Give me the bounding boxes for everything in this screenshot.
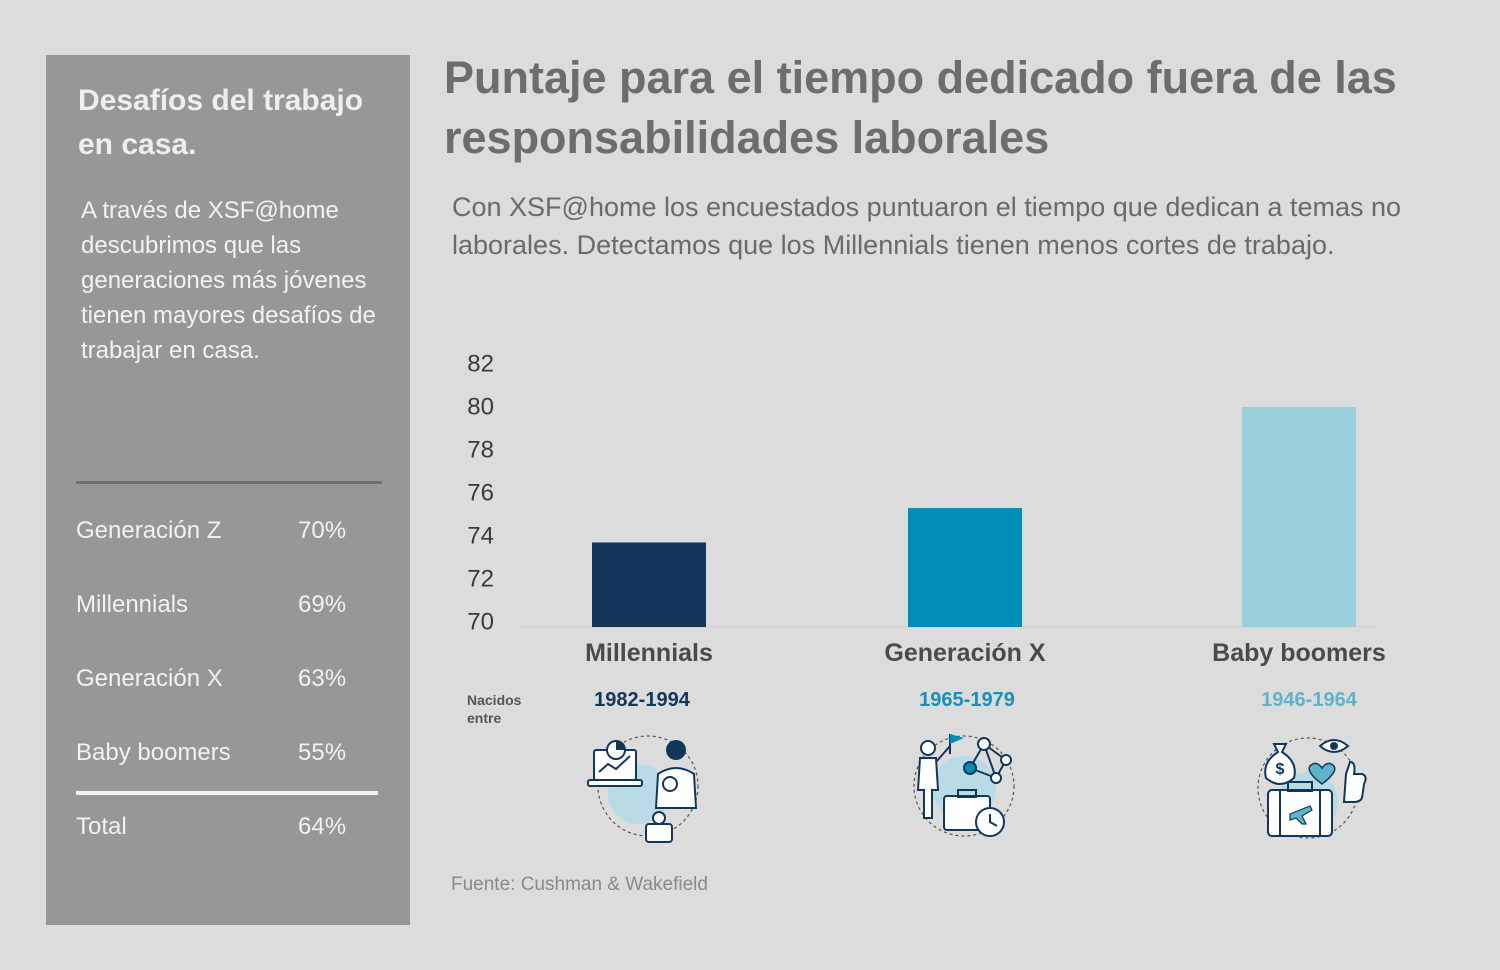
y-tick-label: 72 [467,566,494,593]
leisure-travel-icon: $ [1257,737,1367,839]
y-tick-label: 74 [467,523,494,550]
years-generation-x: 1965-1979 [919,689,1015,711]
stat-row-generation-z: Generación Z 70% [76,511,386,551]
years-baby-boomers: 1946-1964 [1261,689,1357,711]
stat-label: Generación X [76,665,223,692]
stat-label: Generación Z [76,517,222,544]
sidebar-divider-top [76,481,382,484]
x-category-label: Generación X [884,639,1045,667]
stat-value: 55% [298,739,347,766]
stat-row-generation-x: Generación X 63% [76,659,386,699]
stat-label: Baby boomers [76,739,231,766]
y-tick-label: 76 [467,480,494,507]
x-category-label: Millennials [585,639,713,667]
born-label: Nacidos entre [467,692,522,726]
svg-text:$: $ [1276,761,1285,778]
stat-label: Millennials [76,591,189,618]
total-label: Total [76,813,127,840]
sidebar-intro: A través de XSF@home descubrimos que las… [81,197,376,364]
parent-working-icon [587,735,699,843]
bar-baby-boomers [1242,407,1356,627]
sidebar-title: Desafíos del trabajo en casa. [78,84,364,161]
y-tick-label: 80 [467,394,494,421]
stat-value: 69% [298,591,347,618]
page-subtitle: Con XSF@home los encuestados puntuaron e… [452,192,1401,260]
business-network-icon [913,734,1015,837]
sidebar-panel: Desafíos del trabajo en casa. A través d… [46,55,410,925]
bar-chart: 70 72 74 76 78 80 82 Millennials Generación X Bab… [467,351,1386,668]
stat-row-baby-boomers: Baby boomers 55% [76,733,386,773]
y-tick-label: 82 [467,351,494,378]
y-tick-label: 70 [467,609,494,636]
x-category-label: Baby boomers [1212,639,1386,667]
stat-value: 70% [298,517,347,544]
stat-row-total: Total 64% [76,807,386,847]
sidebar-divider-bottom [76,791,378,795]
stat-value: 63% [298,665,347,692]
years-millennials: 1982-1994 [594,689,690,711]
bar-millennials [592,542,706,627]
stat-row-millennials: Millennials 69% [76,585,386,625]
total-value: 64% [298,813,347,840]
page-title: Puntaje para el tiempo dedicado fuera de… [444,52,1397,163]
bar-generaci-n-x [908,508,1022,627]
source-note: Fuente: Cushman & Wakefield [451,874,708,895]
y-tick-label: 78 [467,437,494,464]
